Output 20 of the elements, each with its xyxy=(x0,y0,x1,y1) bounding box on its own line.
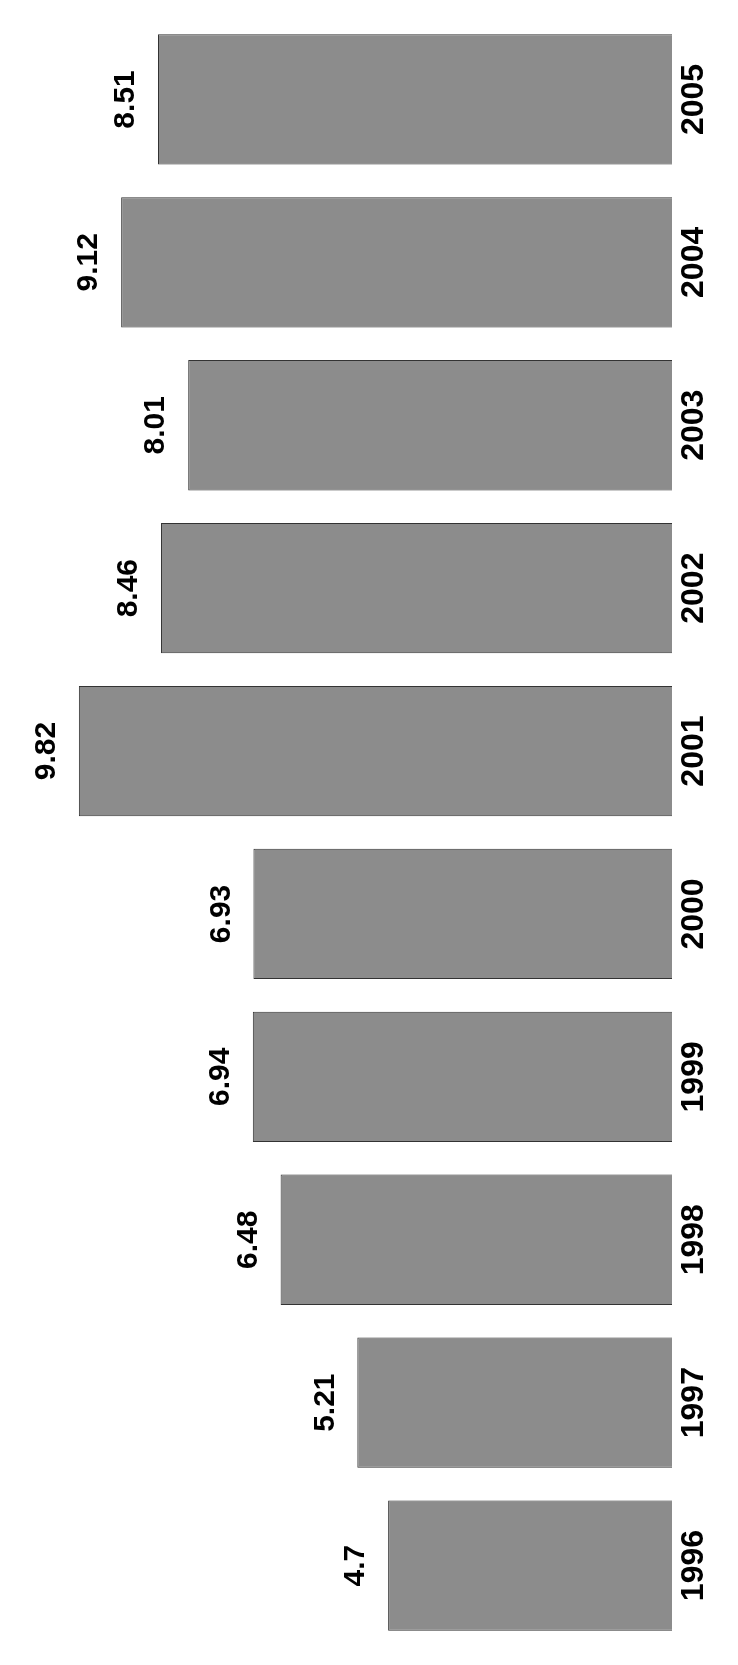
y-tick-label: 2004 xyxy=(673,226,710,298)
y-tick-label: 1997 xyxy=(673,1367,710,1439)
data-label: 9.82 xyxy=(28,721,62,781)
y-tick-label: 2002 xyxy=(673,552,710,624)
data-label: 6.93 xyxy=(202,884,236,944)
y-tick-label: 2003 xyxy=(673,389,710,461)
data-label: 5.21 xyxy=(306,1373,340,1432)
y-tick-label: 2001 xyxy=(673,715,710,787)
data-label: 8.01 xyxy=(137,396,171,455)
data-label: 8.51 xyxy=(107,70,141,129)
y-tick-label: 1996 xyxy=(673,1529,710,1602)
y-tick-label: 1999 xyxy=(673,1041,710,1113)
data-label: 4.7 xyxy=(337,1544,371,1587)
y-tick-label: 2005 xyxy=(673,63,710,136)
data-label: 6.48 xyxy=(229,1210,263,1269)
y-tick-label: 1998 xyxy=(673,1204,710,1276)
data-label: 9.12 xyxy=(70,233,104,292)
y-tick-label: 2000 xyxy=(673,878,710,950)
data-label: 8.46 xyxy=(110,558,144,618)
data-label: 6.94 xyxy=(202,1047,236,1107)
